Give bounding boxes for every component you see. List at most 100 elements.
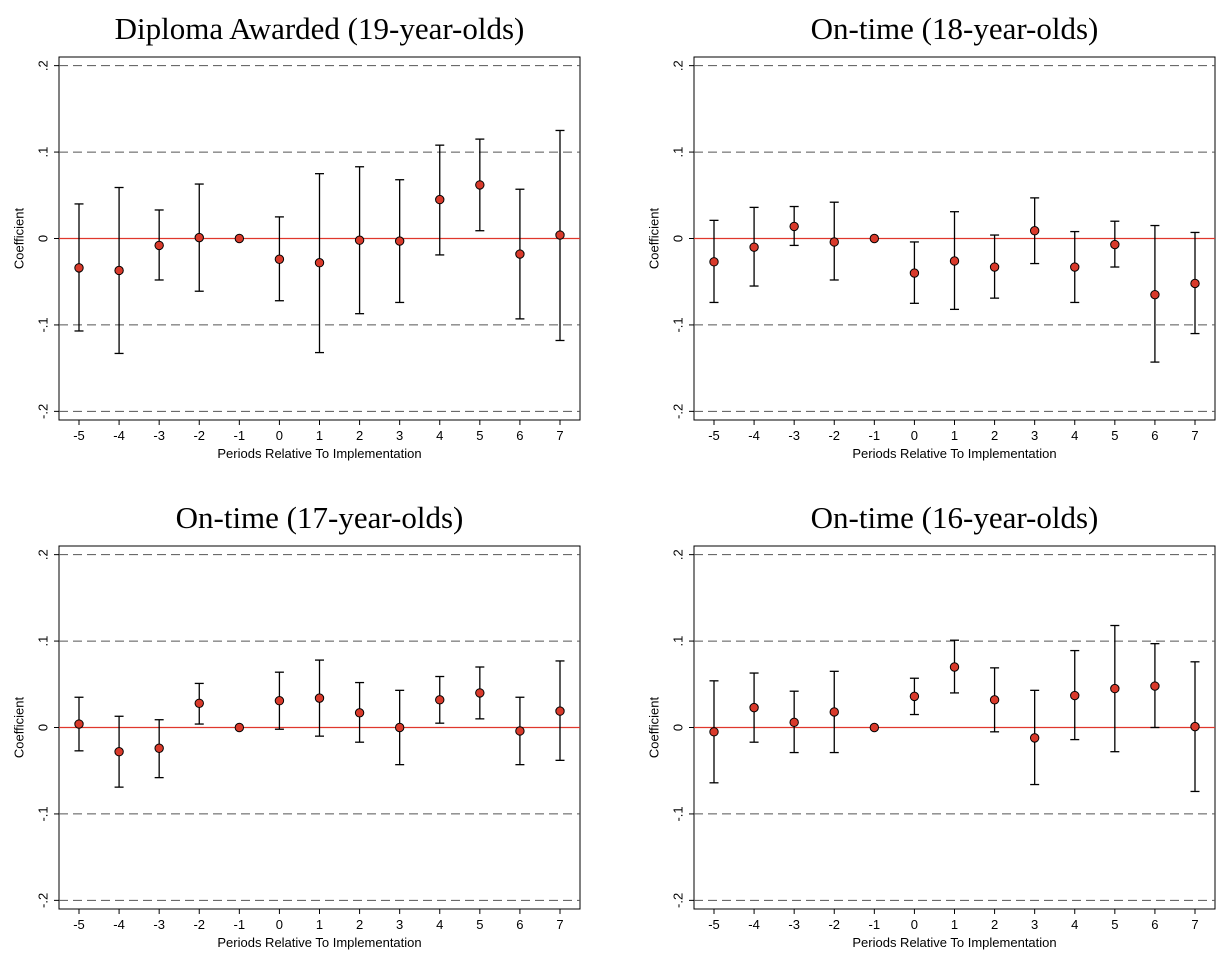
data-point bbox=[394, 236, 405, 246]
data-point bbox=[909, 691, 920, 702]
x-tick-label: -4 bbox=[113, 428, 125, 443]
x-tick-label: -1 bbox=[869, 917, 881, 932]
y-tick-label: .1 bbox=[36, 147, 51, 158]
data-point bbox=[749, 242, 759, 252]
data-point bbox=[274, 254, 285, 264]
x-axis-label: Periods Relative To Implementation bbox=[852, 446, 1056, 461]
chart-panel-3: On-time (17-year-olds) .2 .1 0 -.1 -.2 Coeffic… bbox=[12, 500, 581, 950]
x-tick-label: -1 bbox=[234, 428, 246, 443]
x-tick-label: 6 bbox=[516, 428, 523, 443]
panel-title: On-time (17-year-olds) bbox=[176, 500, 464, 535]
x-tick-label: 5 bbox=[476, 428, 483, 443]
y-tick-label: -.2 bbox=[36, 893, 51, 908]
x-tick-label: 5 bbox=[1111, 428, 1118, 443]
x-tick-label: -1 bbox=[869, 428, 881, 443]
data-point bbox=[1029, 226, 1040, 236]
data-point bbox=[949, 256, 960, 266]
y-tick-label: -.1 bbox=[36, 317, 51, 332]
x-tick-label: -5 bbox=[708, 917, 720, 932]
y-tick-label: -.1 bbox=[671, 806, 686, 821]
data-point bbox=[869, 233, 880, 244]
x-tick-label: 5 bbox=[476, 917, 483, 932]
x-tick-label: 1 bbox=[316, 917, 323, 932]
data-point bbox=[789, 717, 799, 728]
data-point bbox=[435, 695, 445, 705]
y-axis-label: Coefficient bbox=[647, 697, 662, 759]
x-tick-label: 1 bbox=[951, 428, 958, 443]
y-tick-label: .2 bbox=[36, 60, 51, 71]
x-tick-label: 4 bbox=[1071, 917, 1078, 932]
y-tick-label: .1 bbox=[671, 147, 686, 158]
data-point bbox=[1190, 721, 1200, 732]
y-tick-label: -.1 bbox=[36, 806, 51, 821]
chart-panel-2: On-time (18-year-olds) .2 .1 0 -.1 -.2 Coeffic… bbox=[647, 11, 1216, 461]
data-point bbox=[1070, 262, 1080, 272]
x-tick-label: 7 bbox=[556, 917, 563, 932]
y-tick-label: .1 bbox=[671, 636, 686, 647]
x-tick-label: 7 bbox=[1191, 917, 1198, 932]
data-point bbox=[314, 258, 325, 268]
chart-panel-4: On-time (16-year-olds) .2 .1 0 -.1 -.2 Coeffic… bbox=[647, 500, 1216, 950]
x-tick-label: 2 bbox=[991, 917, 998, 932]
x-tick-label: -4 bbox=[748, 428, 760, 443]
data-point bbox=[1150, 289, 1160, 300]
x-tick-label: -2 bbox=[828, 917, 840, 932]
x-tick-label: 5 bbox=[1111, 917, 1118, 932]
y-tick-label: .2 bbox=[671, 60, 686, 71]
x-tick-label: -4 bbox=[113, 917, 125, 932]
y-tick-label: 0 bbox=[671, 724, 686, 731]
y-tick-label: -.1 bbox=[671, 317, 686, 332]
x-tick-label: 3 bbox=[1031, 428, 1038, 443]
y-tick-label: 0 bbox=[36, 235, 51, 242]
x-tick-label: 1 bbox=[951, 917, 958, 932]
data-point bbox=[194, 232, 204, 243]
y-tick-label: -.2 bbox=[671, 893, 686, 908]
x-tick-label: 4 bbox=[436, 428, 443, 443]
data-point bbox=[909, 268, 920, 278]
x-tick-label: -3 bbox=[788, 428, 800, 443]
x-tick-label: -3 bbox=[153, 917, 165, 932]
x-tick-label: -4 bbox=[748, 917, 760, 932]
data-point bbox=[74, 263, 84, 273]
x-tick-label: 3 bbox=[396, 428, 403, 443]
data-point bbox=[154, 240, 164, 251]
data-point bbox=[314, 693, 325, 703]
x-tick-label: 4 bbox=[436, 917, 443, 932]
y-tick-label: .1 bbox=[36, 636, 51, 647]
data-point bbox=[475, 180, 485, 190]
x-tick-label: 3 bbox=[1031, 917, 1038, 932]
x-tick-label: -1 bbox=[234, 917, 246, 932]
y-axis-label: Coefficient bbox=[647, 208, 662, 270]
x-tick-label: -2 bbox=[193, 917, 205, 932]
data-point bbox=[194, 698, 204, 708]
x-tick-label: 4 bbox=[1071, 428, 1078, 443]
data-point bbox=[949, 662, 960, 672]
y-tick-label: -.2 bbox=[36, 404, 51, 419]
x-tick-label: -5 bbox=[73, 917, 85, 932]
data-point bbox=[869, 722, 880, 733]
chart-panel-1: Diploma Awarded (19-year-olds) .2 .1 0 -.1 -.… bbox=[12, 11, 581, 461]
data-point bbox=[435, 194, 445, 205]
x-tick-label: 0 bbox=[276, 917, 283, 932]
data-point bbox=[709, 727, 719, 737]
x-tick-label: -5 bbox=[73, 428, 85, 443]
y-tick-label: .2 bbox=[36, 549, 51, 560]
data-point bbox=[515, 249, 525, 259]
data-point bbox=[789, 221, 799, 232]
x-tick-label: 6 bbox=[516, 917, 523, 932]
data-point bbox=[154, 743, 164, 753]
data-point bbox=[274, 696, 285, 706]
panel-title: Diploma Awarded (19-year-olds) bbox=[115, 11, 525, 46]
data-point bbox=[1110, 683, 1120, 694]
data-point bbox=[475, 688, 485, 698]
x-tick-label: 0 bbox=[276, 428, 283, 443]
data-point bbox=[555, 230, 565, 240]
x-tick-label: -5 bbox=[708, 428, 720, 443]
data-point bbox=[515, 726, 525, 736]
x-tick-label: 3 bbox=[396, 917, 403, 932]
y-tick-label: 0 bbox=[671, 235, 686, 242]
data-point bbox=[829, 707, 839, 717]
x-axis-label: Periods Relative To Implementation bbox=[217, 446, 421, 461]
data-point bbox=[1070, 690, 1080, 701]
x-axis-label: Periods Relative To Implementation bbox=[852, 935, 1056, 950]
